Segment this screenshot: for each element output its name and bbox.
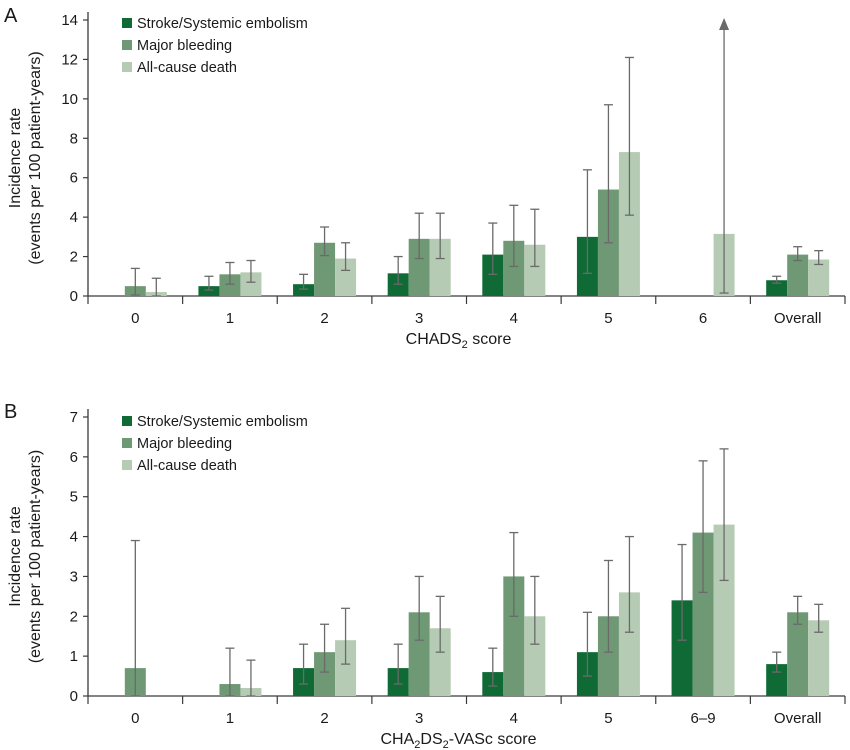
x-axis-title-xlabel-sub2: 2 bbox=[443, 739, 449, 750]
bar-death-4 bbox=[524, 244, 546, 296]
x-tick-label: 0 bbox=[131, 710, 139, 727]
y-tick-label: 1 bbox=[70, 648, 78, 665]
bar-death-5 bbox=[618, 592, 640, 696]
x-tick-label: 3 bbox=[415, 310, 423, 327]
bar-bleeding-3 bbox=[408, 238, 430, 296]
legend-swatch-bleeding bbox=[122, 40, 132, 50]
bar-death-2 bbox=[335, 640, 357, 696]
legend-swatch-death bbox=[122, 62, 132, 72]
bar-stroke-1 bbox=[198, 286, 220, 296]
x-axis-title-xlabel-main: CHA bbox=[381, 731, 415, 748]
legend-swatch-stroke bbox=[122, 416, 132, 426]
legend-label-bleeding: Major bleeding bbox=[137, 38, 232, 54]
y-tick-label: 7 bbox=[70, 409, 78, 426]
bar-bleeding-5 bbox=[597, 616, 619, 696]
legend-label-stroke: Stroke/Systemic embolism bbox=[137, 16, 308, 32]
y-tick-label: 2 bbox=[70, 608, 78, 625]
bar-bleeding-2 bbox=[314, 242, 336, 296]
bar-stroke-6 bbox=[671, 600, 693, 696]
bar-death-7 bbox=[808, 259, 830, 296]
x-axis-title-xlabel-mid: DS bbox=[420, 731, 442, 748]
y-tick-label: 5 bbox=[70, 489, 78, 506]
bar-death-6 bbox=[713, 524, 735, 696]
y-axis-title-line1: Incidence rate bbox=[7, 506, 24, 607]
y-tick-label: 8 bbox=[70, 130, 78, 147]
panel-b: B 0 1 2 3 4 5 6 7 0 1 2 3 4 5 6–9 Overall Stroke/Systemic… bbox=[4, 401, 846, 750]
x-axis-title: CHADS2 score bbox=[406, 331, 512, 351]
x-tick-label: 1 bbox=[226, 310, 234, 327]
bar-bleeding-4 bbox=[503, 576, 525, 696]
bar-stroke-2 bbox=[293, 284, 315, 296]
x-axis-title-xlabel-tail: -VASc score bbox=[449, 731, 537, 748]
legend-swatch-stroke bbox=[122, 18, 132, 28]
y-tick-label: 10 bbox=[61, 91, 78, 108]
legend-swatch-bleeding bbox=[122, 438, 132, 448]
y-tick-label: 6 bbox=[70, 170, 78, 187]
bar-stroke-7 bbox=[766, 280, 788, 296]
panel-letter: A bbox=[4, 5, 18, 27]
legend-label-death: All-cause death bbox=[137, 60, 237, 76]
bar-bleeding-3 bbox=[408, 612, 430, 696]
bar-death-3 bbox=[429, 238, 451, 296]
x-tick-label: 2 bbox=[320, 310, 328, 327]
y-tick-label: 0 bbox=[70, 688, 78, 705]
x-axis-title-xlabel-sub: 2 bbox=[414, 739, 420, 750]
legend-label-death: All-cause death bbox=[137, 458, 237, 474]
x-tick-label: 6–9 bbox=[691, 710, 716, 727]
x-tick-label: 5 bbox=[604, 710, 612, 727]
x-tick-label: 4 bbox=[510, 710, 518, 727]
y-tick-label: 3 bbox=[70, 568, 78, 585]
x-tick-label: 5 bbox=[604, 310, 612, 327]
bar-death-7 bbox=[808, 620, 830, 696]
x-tick-label: 3 bbox=[415, 710, 423, 727]
x-tick-label: 6 bbox=[699, 310, 707, 327]
bar-stroke-4 bbox=[482, 254, 504, 296]
x-axis-title-xlabel-tail: score bbox=[468, 331, 512, 348]
x-tick-label: 0 bbox=[131, 310, 139, 327]
legend-label-stroke: Stroke/Systemic embolism bbox=[137, 414, 308, 430]
y-axis-title-line1: Incidence rate bbox=[7, 108, 24, 209]
y-tick-label: 6 bbox=[70, 449, 78, 466]
x-axis-title-xlabel-main: CHADS bbox=[406, 331, 462, 348]
y-tick-label: 2 bbox=[70, 249, 78, 266]
x-tick-label: 4 bbox=[510, 310, 518, 327]
bar-bleeding-1 bbox=[219, 274, 241, 296]
bar-bleeding-7 bbox=[787, 612, 809, 696]
y-axis-title-line2: (events per 100 patient-years) bbox=[27, 450, 44, 663]
bar-bleeding-7 bbox=[787, 254, 809, 296]
x-tick-label: 2 bbox=[320, 710, 328, 727]
y-tick-label: 0 bbox=[70, 288, 78, 305]
bar-bleeding-2 bbox=[314, 652, 336, 696]
bar-death-1 bbox=[240, 272, 262, 296]
x-tick-label: Overall bbox=[774, 710, 822, 727]
legend-swatch-death bbox=[122, 460, 132, 470]
legend-label-bleeding: Major bleeding bbox=[137, 436, 232, 452]
x-axis-title-xlabel-sub: 2 bbox=[462, 339, 468, 351]
bar-death-5 bbox=[618, 152, 640, 296]
error-arrow-death-6 bbox=[719, 18, 730, 30]
bar-death-4 bbox=[524, 616, 546, 696]
bar-bleeding-4 bbox=[503, 240, 525, 296]
x-tick-label: 1 bbox=[226, 710, 234, 727]
bar-stroke-7 bbox=[766, 664, 788, 696]
x-tick-label: Overall bbox=[774, 310, 822, 327]
y-axis-title-line2: (events per 100 patient-years) bbox=[27, 51, 44, 264]
y-tick-label: 4 bbox=[70, 209, 78, 226]
bar-death-3 bbox=[429, 628, 451, 696]
panel-letter: B bbox=[4, 401, 17, 423]
x-axis-title: CHA2DS2-VASc score bbox=[381, 731, 537, 750]
y-tick-label: 4 bbox=[70, 529, 78, 546]
y-tick-label: 12 bbox=[61, 51, 78, 68]
y-tick-label: 14 bbox=[61, 12, 78, 29]
bar-bleeding-6 bbox=[692, 532, 714, 696]
bar-death-2 bbox=[335, 258, 357, 296]
